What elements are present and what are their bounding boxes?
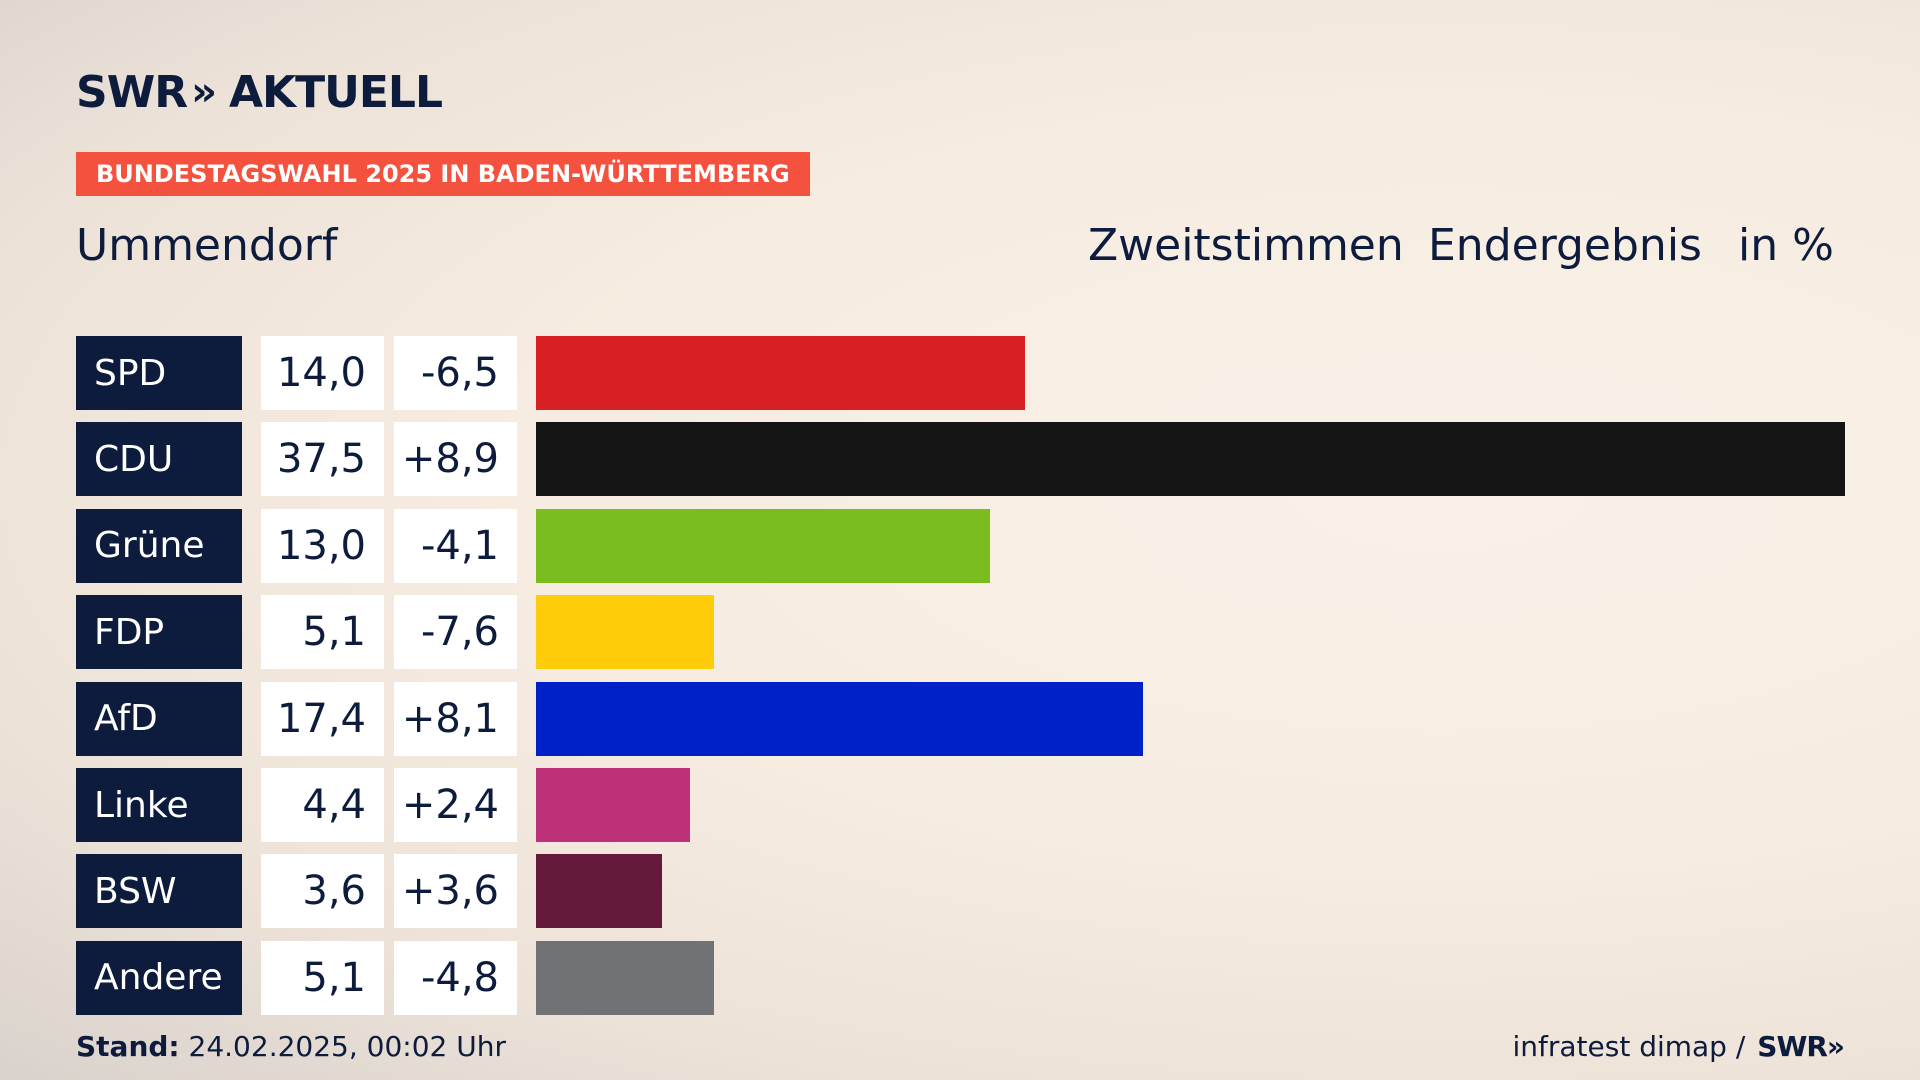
vote-share-change: +8,9 — [394, 422, 517, 497]
vote-share-bar — [536, 422, 1845, 497]
vote-share-value: 17,4 — [261, 681, 384, 756]
header-unit: in % — [1738, 220, 1834, 271]
vote-share-value: 3,6 — [261, 854, 384, 929]
party-label: FDP — [76, 595, 242, 670]
vote-share-change: +2,4 — [394, 768, 517, 842]
vote-share-change: +3,6 — [394, 854, 517, 929]
party-label: Grüne — [76, 508, 242, 583]
place-title: Ummendorf — [76, 220, 338, 271]
party-label: AfD — [76, 681, 242, 756]
vote-share-bar — [536, 681, 1144, 756]
vote-share-bar — [536, 940, 715, 1015]
logo-swr-text: SWR — [76, 66, 188, 118]
party-label: Andere — [76, 940, 242, 1015]
vote-share-change: -6,5 — [394, 336, 517, 410]
vote-share-change: -4,1 — [394, 508, 517, 583]
logo-product-text: AKTUELL — [228, 66, 443, 118]
vote-share-value: 13,0 — [261, 508, 384, 583]
vote-share-bar — [536, 508, 990, 583]
source-text: infratest dimap / — [1512, 1030, 1746, 1063]
stand-value: 24.02.2025, 00:02 Uhr — [188, 1030, 506, 1063]
swr-aktuell-logo: SWR » AKTUELL — [76, 66, 443, 118]
header-vote-type: Zweitstimmen — [1088, 220, 1404, 271]
vote-share-change: +8,1 — [394, 681, 517, 756]
election-kicker: BUNDESTAGSWAHL 2025 IN BADEN-WÜRTTEMBERG — [76, 152, 810, 196]
party-label: BSW — [76, 854, 242, 929]
party-label: Linke — [76, 768, 242, 842]
vote-share-change: -4,8 — [394, 940, 517, 1015]
party-label: CDU — [76, 422, 242, 497]
vote-share-value: 4,4 — [261, 768, 384, 842]
logo-chevron-icon: » — [191, 69, 217, 115]
stand-label: Stand: — [76, 1030, 180, 1063]
vote-share-value: 5,1 — [261, 940, 384, 1015]
footer-stand: Stand: 24.02.2025, 00:02 Uhr — [76, 1030, 506, 1063]
party-label: SPD — [76, 336, 242, 410]
vote-share-value: 37,5 — [261, 422, 384, 497]
footer-source: infratest dimap / SWR» — [1512, 1030, 1845, 1063]
swr-mini-logo: SWR» — [1757, 1030, 1845, 1063]
vote-share-bar — [536, 595, 715, 670]
vote-share-value: 14,0 — [261, 336, 384, 410]
vote-share-change: -7,6 — [394, 595, 517, 670]
vote-share-bar — [536, 768, 690, 842]
vote-share-value: 5,1 — [261, 595, 384, 670]
header-result-status: Endergebnis — [1428, 220, 1702, 271]
vote-share-bar — [536, 336, 1025, 410]
vote-share-bar — [536, 854, 662, 929]
